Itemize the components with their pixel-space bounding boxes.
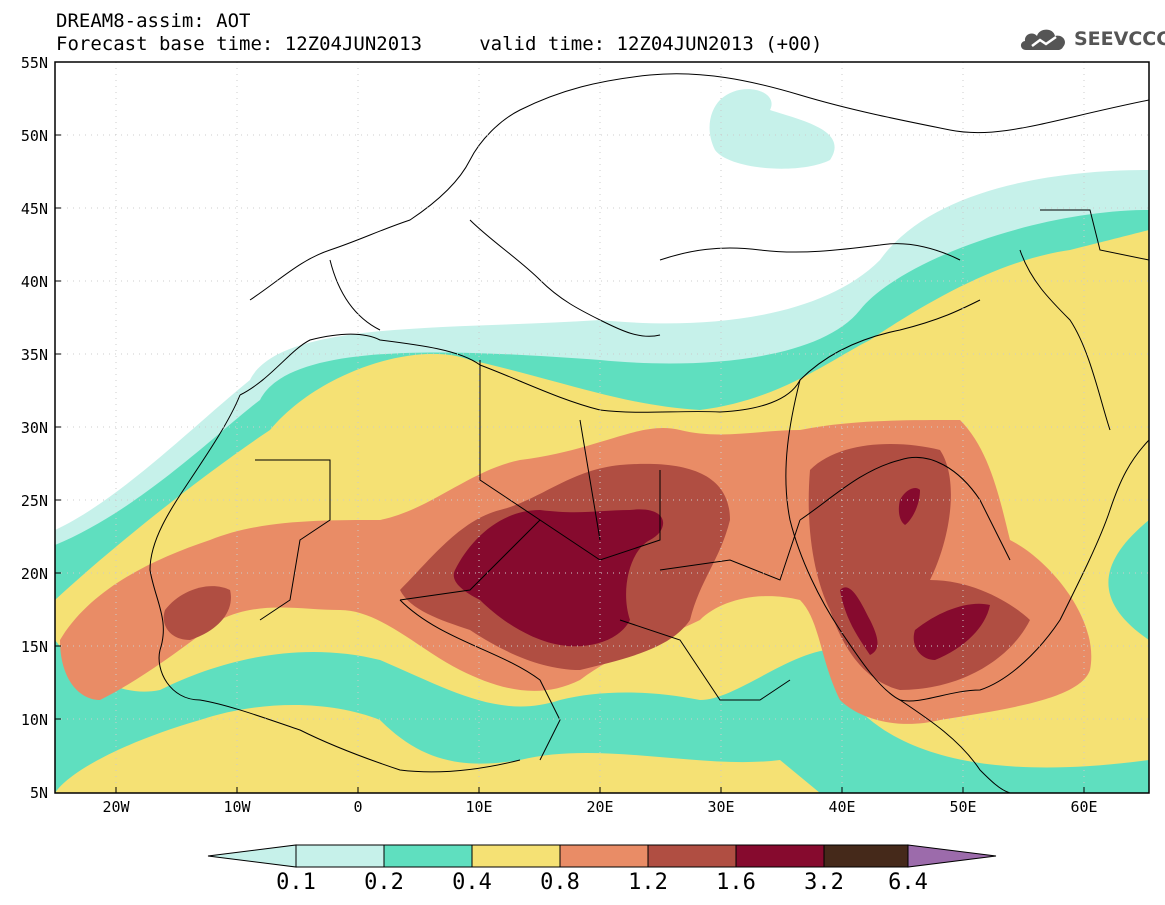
lat-label: 30N bbox=[21, 419, 48, 437]
colorbar-label: 0.4 bbox=[452, 870, 492, 895]
lat-label: 25N bbox=[21, 492, 48, 510]
lon-label: 10E bbox=[465, 798, 492, 816]
lon-label: 0 bbox=[353, 798, 362, 816]
colorbar-low-arrow bbox=[207, 844, 297, 868]
colorbar-swatch bbox=[823, 844, 909, 868]
colorbar-swatch bbox=[559, 844, 649, 868]
colorbar-high-arrow bbox=[907, 844, 997, 868]
colorbar-swatch bbox=[383, 844, 473, 868]
lon-label: 60E bbox=[1070, 798, 1097, 816]
aot-level-0.1-north bbox=[709, 89, 835, 169]
logo-text: SEEVCCC bbox=[1074, 28, 1165, 50]
lon-label: 30E bbox=[707, 798, 734, 816]
lat-label: 15N bbox=[21, 638, 48, 656]
lat-label: 50N bbox=[21, 127, 48, 145]
lat-label: 45N bbox=[21, 200, 48, 218]
colorbar-swatch bbox=[471, 844, 561, 868]
colorbar-label: 0.2 bbox=[364, 870, 404, 895]
lat-labels: 55N 50N 45N 40N 35N 30N 25N 20N 15N 10N … bbox=[21, 54, 48, 802]
colorbar-label: 1.2 bbox=[628, 870, 668, 895]
gridlines bbox=[55, 62, 1149, 793]
colorbar bbox=[207, 844, 997, 868]
lon-label: 40E bbox=[828, 798, 855, 816]
aot-level-1.6-arabia bbox=[840, 587, 878, 655]
aot-fields bbox=[55, 62, 1149, 793]
ticks bbox=[55, 134, 1085, 793]
aot-level-1.6 bbox=[453, 509, 664, 647]
forecast-times: Forecast base time: 12Z04JUN2013 valid t… bbox=[56, 33, 823, 55]
cloud-icon bbox=[1020, 29, 1066, 50]
aot-level-1.2-west bbox=[163, 586, 231, 640]
colorbar-label: 6.4 bbox=[888, 870, 928, 895]
colorbar-label: 0.8 bbox=[540, 870, 580, 895]
lat-label: 35N bbox=[21, 346, 48, 364]
lon-label: 50E bbox=[949, 798, 976, 816]
lon-label: 20W bbox=[102, 798, 130, 816]
colorbar-label: 1.6 bbox=[716, 870, 756, 895]
lat-label: 40N bbox=[21, 273, 48, 291]
lat-label: 55N bbox=[21, 54, 48, 72]
chart-title: DREAM8-assim: AOT bbox=[56, 10, 251, 32]
colorbar-swatch bbox=[295, 844, 385, 868]
lon-labels: 20W 10W 0 10E 20E 30E 40E 50E 60E bbox=[102, 798, 1097, 816]
lat-label: 20N bbox=[21, 565, 48, 583]
colorbar-swatch bbox=[647, 844, 737, 868]
lon-label: 10W bbox=[223, 798, 251, 816]
lat-label: 10N bbox=[21, 711, 48, 729]
lon-label: 20E bbox=[586, 798, 613, 816]
colorbar-swatch bbox=[735, 844, 825, 868]
aot-level-1.6-yemen bbox=[913, 603, 990, 660]
colorbar-label: 3.2 bbox=[804, 870, 844, 895]
colorbar-label: 0.1 bbox=[276, 870, 316, 895]
seevccc-logo: SEEVCCC bbox=[1018, 24, 1165, 54]
lat-label: 5N bbox=[30, 784, 48, 802]
aot-level-1.6-saudi bbox=[898, 488, 920, 525]
